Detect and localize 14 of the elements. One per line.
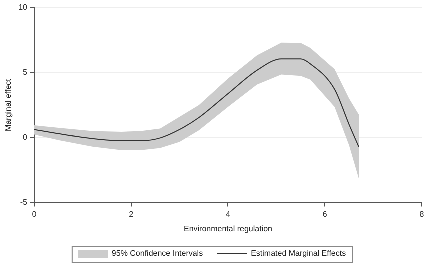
y-tick-label: 5 xyxy=(23,68,28,78)
x-axis-title: Environmental regulation xyxy=(184,224,272,234)
x-tick-label: 0 xyxy=(32,210,38,219)
y-axis-title: Marginal effect xyxy=(4,78,14,132)
y-tick-label: 10 xyxy=(18,3,28,12)
line-series xyxy=(34,58,360,148)
x-tick-label: 4 xyxy=(226,210,232,219)
text: 95% Confidence Intervals xyxy=(112,249,204,258)
y-tick-label: 0 xyxy=(23,133,28,142)
legend-label: Estimated Marginal Effects xyxy=(251,249,346,258)
x-tick-label: 2 xyxy=(129,210,134,219)
y-tick-label: -5 xyxy=(20,198,28,208)
x-tick-label: 6 xyxy=(322,210,328,219)
x-tick-label: 8 xyxy=(420,210,425,219)
